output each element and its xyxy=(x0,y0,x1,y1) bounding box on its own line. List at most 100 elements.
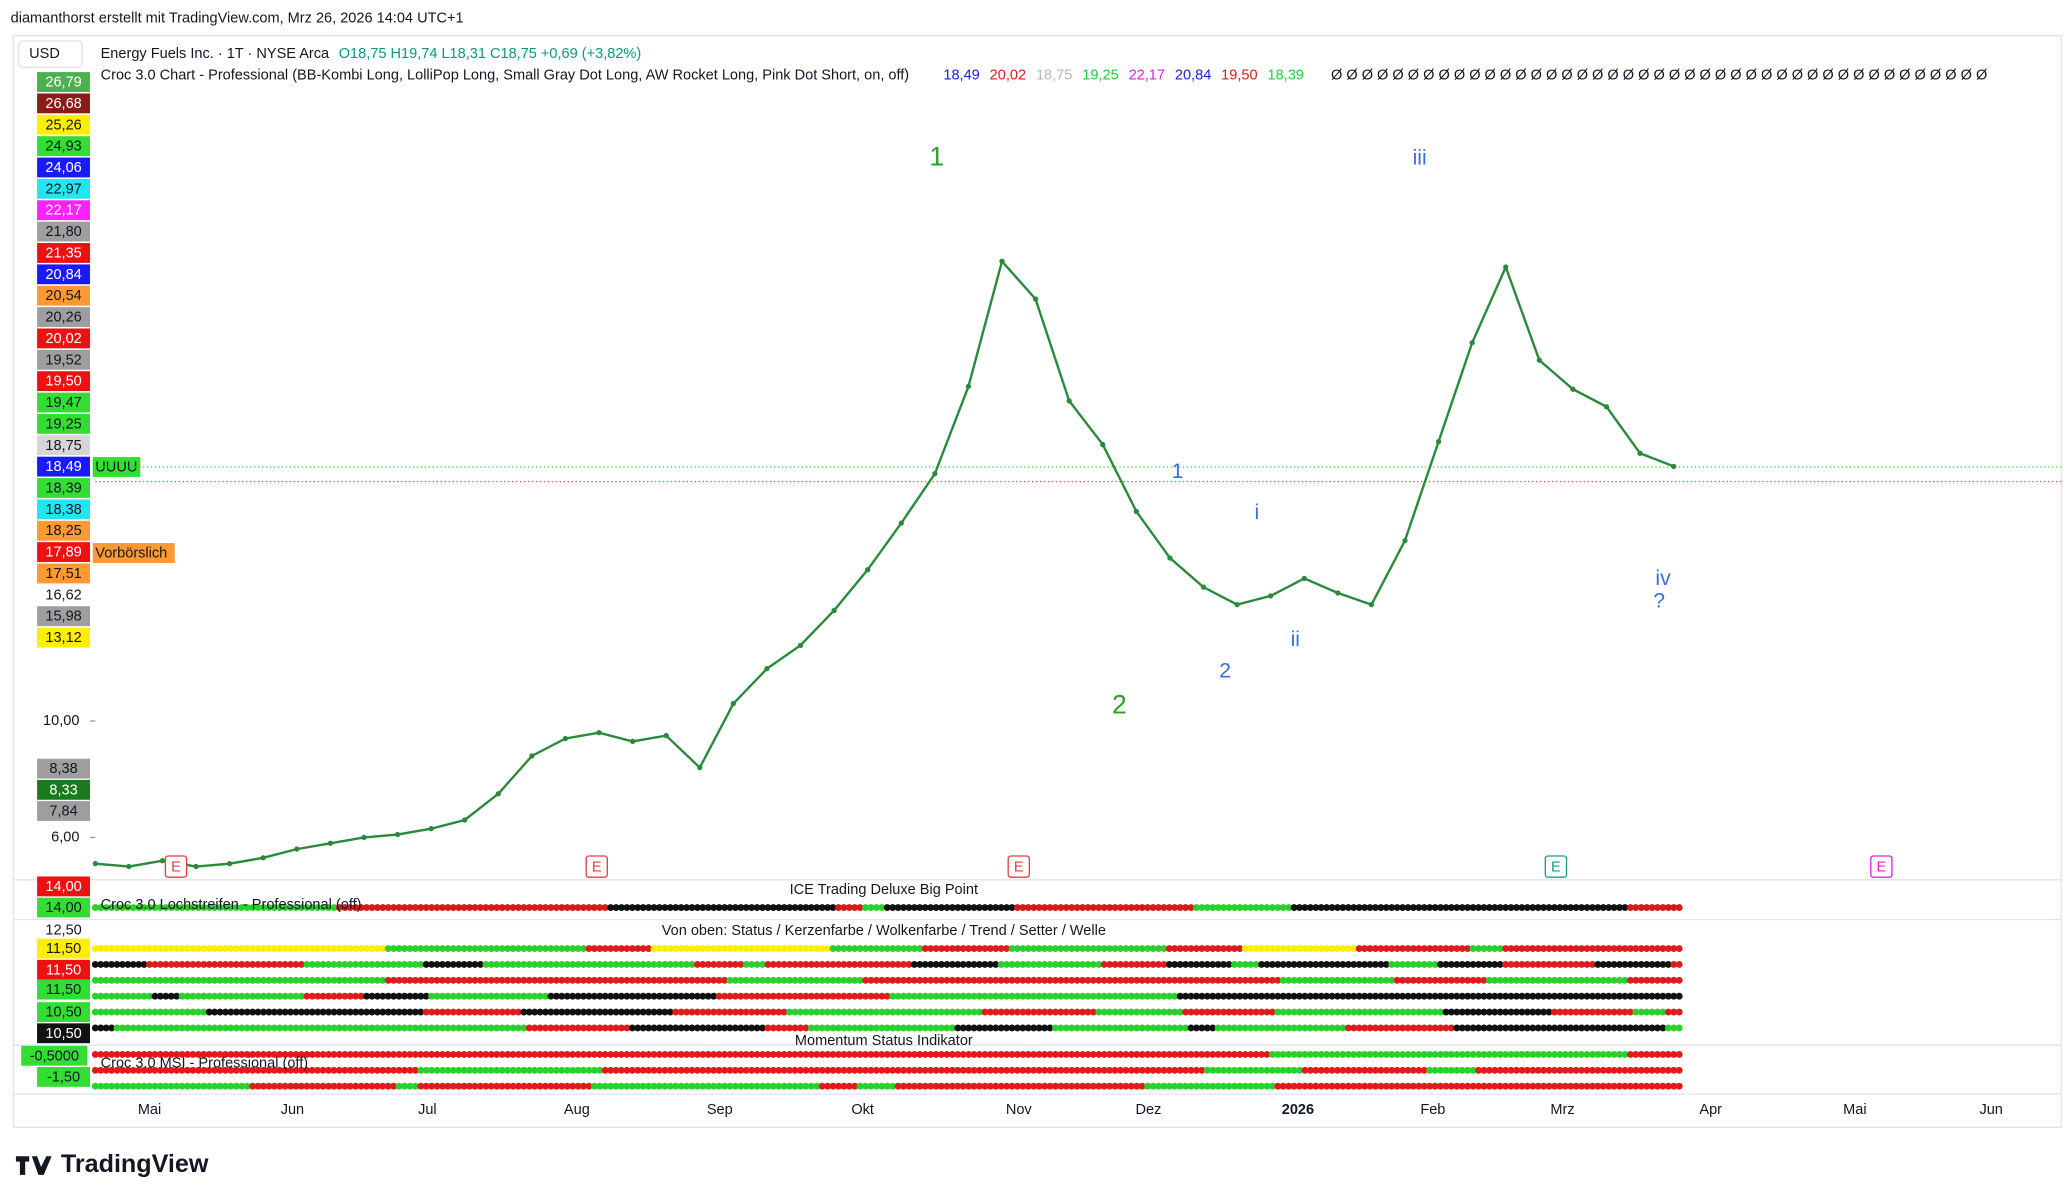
indicator-dot xyxy=(184,1024,191,1032)
indicator-dot xyxy=(699,1024,707,1032)
indicator-dot xyxy=(118,945,126,953)
indicator-dot xyxy=(1133,976,1141,984)
price-point xyxy=(327,840,334,846)
indicator-dot xyxy=(910,976,918,984)
indicator-dot xyxy=(390,976,398,984)
indicator-dot xyxy=(509,976,517,984)
indicator-dot xyxy=(482,904,490,912)
indicator-dot xyxy=(1670,1050,1678,1058)
indicator-dot xyxy=(1317,961,1325,968)
indicator-dot xyxy=(1437,1082,1444,1090)
indicator-dot xyxy=(178,945,186,953)
indicator-dot xyxy=(1003,1050,1011,1058)
indicator-dot xyxy=(1339,1008,1347,1016)
indicator-dot xyxy=(1561,976,1569,984)
indicator-dot xyxy=(1350,992,1358,1000)
indicator-dot xyxy=(189,992,197,1000)
indicator-dot xyxy=(238,1066,246,1074)
indicator-dot xyxy=(872,1008,880,1016)
indicator-dot xyxy=(1518,1050,1526,1058)
indicator-dot xyxy=(558,1066,566,1074)
indicator-dot xyxy=(596,1082,604,1090)
indicator-dot xyxy=(297,1082,305,1090)
indicator-dot xyxy=(867,1050,875,1058)
indicator-dot xyxy=(108,1050,116,1058)
indicator-dot xyxy=(916,1008,924,1016)
indicator-dot xyxy=(325,992,332,1000)
indicator-dot xyxy=(1187,945,1195,953)
indicator-dot xyxy=(1008,1066,1016,1074)
indicator-dot xyxy=(1133,1024,1141,1032)
indicator-dot xyxy=(764,904,772,912)
indicator-dot xyxy=(1344,961,1352,968)
indicator-dot xyxy=(1252,1082,1260,1090)
indicator-dot xyxy=(1149,1008,1157,1016)
indicator-dot xyxy=(1203,904,1211,912)
indicator-dot xyxy=(487,1050,495,1058)
indicator-dot xyxy=(1453,1082,1461,1090)
indicator-dot xyxy=(276,961,284,968)
indicator-dot xyxy=(433,992,441,1000)
indicator-dot xyxy=(1035,1050,1043,1058)
indicator-dot xyxy=(1409,1050,1417,1058)
indicator-dot xyxy=(314,976,322,984)
indicator-dot xyxy=(379,1066,387,1074)
indicator-dot xyxy=(1285,992,1293,1000)
indicator-dot xyxy=(807,904,815,912)
indicator-dot xyxy=(1399,1082,1407,1090)
indicator-dot xyxy=(325,904,332,912)
indicator-dot xyxy=(265,1050,273,1058)
indicator-dot xyxy=(753,976,761,984)
indicator-dot xyxy=(531,1024,539,1032)
indicator-dot xyxy=(818,1008,826,1016)
indicator-dot xyxy=(1285,1008,1293,1016)
indicator-dot xyxy=(1089,1024,1097,1032)
indicator-dot xyxy=(1220,904,1228,912)
indicator-dot xyxy=(270,1066,278,1074)
indicator-dot xyxy=(1654,961,1661,968)
indicator-dot xyxy=(1230,1082,1238,1090)
indicator-dot xyxy=(607,1024,615,1032)
indicator-dot xyxy=(1317,1066,1325,1074)
indicator-dot xyxy=(1041,904,1049,912)
indicator-dot xyxy=(1594,1066,1602,1074)
indicator-dot xyxy=(851,945,859,953)
indicator-dot xyxy=(1155,1024,1162,1032)
indicator-dot xyxy=(411,1024,419,1032)
indicator-dot xyxy=(1149,992,1157,1000)
indicator-dot xyxy=(585,1066,593,1074)
indicator-dot xyxy=(1388,976,1396,984)
indicator-dot xyxy=(1312,1024,1320,1032)
indicator-dot xyxy=(1480,945,1488,953)
indicator-dot xyxy=(829,1024,837,1032)
indicator-dot xyxy=(699,976,707,984)
indicator-dot xyxy=(346,976,354,984)
indicator-dot xyxy=(113,1050,121,1058)
indicator-dot xyxy=(287,1008,295,1016)
indicator-dot xyxy=(1594,1082,1602,1090)
indicator-dot xyxy=(997,1082,1005,1090)
indicator-dot xyxy=(151,1082,159,1090)
indicator-dot xyxy=(260,992,267,1000)
indicator-dot xyxy=(1089,992,1097,1000)
indicator-dot xyxy=(1616,1066,1623,1074)
indicator-dot xyxy=(1551,945,1558,953)
indicator-dot xyxy=(726,1082,734,1090)
price-tag-bg xyxy=(37,520,91,541)
indicator-dot xyxy=(759,976,766,984)
indicator-dot xyxy=(439,976,446,984)
indicator-dot xyxy=(1030,945,1038,953)
indicator-dot xyxy=(742,945,750,953)
indicator-dot xyxy=(1285,1050,1293,1058)
indicator-dot xyxy=(1339,992,1347,1000)
indicator-dot xyxy=(1268,904,1276,912)
indicator-dot xyxy=(1675,961,1683,968)
indicator-dot xyxy=(1437,1008,1444,1016)
indicator-dot xyxy=(590,1008,598,1016)
indicator-dot xyxy=(585,1024,593,1032)
indicator-dot xyxy=(216,1008,224,1016)
indicator-dot xyxy=(1312,1050,1320,1058)
indicator-dot xyxy=(222,1024,229,1032)
indicator-dot xyxy=(1003,1024,1011,1032)
indicator-dot xyxy=(737,945,745,953)
